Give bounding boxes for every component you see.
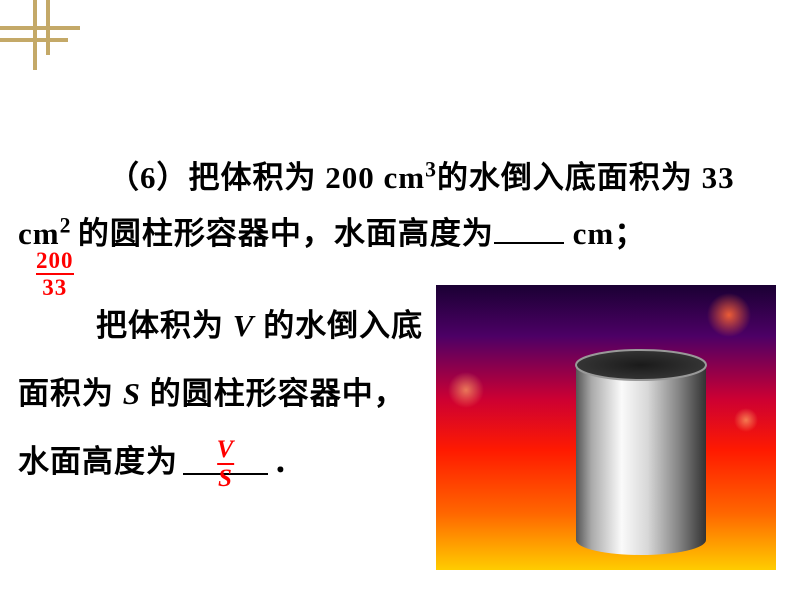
answer-1-fraction: 200 33 [36,243,74,299]
denominator-S: S [217,466,235,491]
problem-text-1: 把体积为 200 cm [189,160,426,195]
problem-text-3: 的圆柱形容器中，水面高度为 [78,216,494,251]
problem-6-text: （6）把体积为 200 cm3的水倒入底面积为 33 cm2 的圆柱形容器中，水… [18,150,776,262]
denominator-33: 33 [36,276,74,299]
numerator-V: V [217,437,235,462]
cylinder-illustration [436,285,776,570]
corner-decoration [0,0,90,90]
problem-text-4: cm； [564,216,646,251]
problem-number: （6） [108,160,189,195]
fraction-V-S: VS [217,437,235,491]
answer-blank-1 [494,242,564,244]
answer-2-fraction: VS [217,427,235,495]
variable-V: V [233,308,255,343]
numerator-200: 200 [36,249,74,272]
problem2-text-1: 把体积为 [96,308,233,343]
exponent-1: 3 [425,158,437,182]
fraction-200-33: 200 33 [36,249,74,299]
problem-general-text: 把体积为 V 的水倒入底面积为 S 的圆柱形容器中，水面高度为VS． [18,292,428,499]
problem2-text-4: ． [273,444,305,479]
variable-S: S [123,376,141,411]
exponent-2: 2 [60,213,78,237]
